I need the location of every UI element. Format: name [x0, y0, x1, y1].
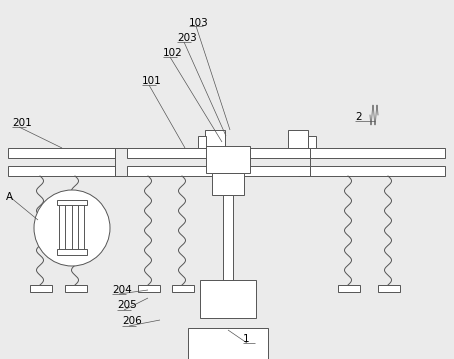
Bar: [172, 285, 194, 292]
Text: 101: 101: [142, 76, 162, 86]
Bar: [206, 146, 250, 173]
Bar: [310, 148, 445, 158]
Text: 1: 1: [243, 334, 250, 344]
Text: A: A: [6, 192, 13, 202]
Bar: [8, 166, 115, 176]
Bar: [378, 285, 400, 292]
Bar: [127, 166, 310, 176]
Circle shape: [34, 190, 110, 266]
Text: 206: 206: [122, 316, 142, 326]
Bar: [205, 130, 225, 148]
Bar: [8, 148, 115, 158]
Bar: [198, 136, 206, 148]
Bar: [138, 285, 160, 292]
Bar: [30, 285, 52, 292]
Bar: [308, 136, 316, 148]
Bar: [57, 200, 87, 205]
Bar: [223, 195, 233, 280]
Bar: [212, 173, 244, 195]
Bar: [200, 280, 256, 318]
Text: 203: 203: [177, 33, 197, 43]
Bar: [310, 166, 445, 176]
Bar: [57, 249, 87, 255]
Text: 201: 201: [12, 118, 32, 128]
Bar: [188, 328, 268, 359]
Text: 205: 205: [117, 300, 137, 310]
Bar: [288, 130, 308, 148]
Text: 2: 2: [355, 112, 362, 122]
Bar: [65, 285, 87, 292]
Text: 103: 103: [189, 18, 209, 28]
Bar: [127, 148, 310, 158]
Text: 102: 102: [163, 48, 183, 58]
Bar: [338, 285, 360, 292]
Text: 204: 204: [112, 285, 132, 295]
